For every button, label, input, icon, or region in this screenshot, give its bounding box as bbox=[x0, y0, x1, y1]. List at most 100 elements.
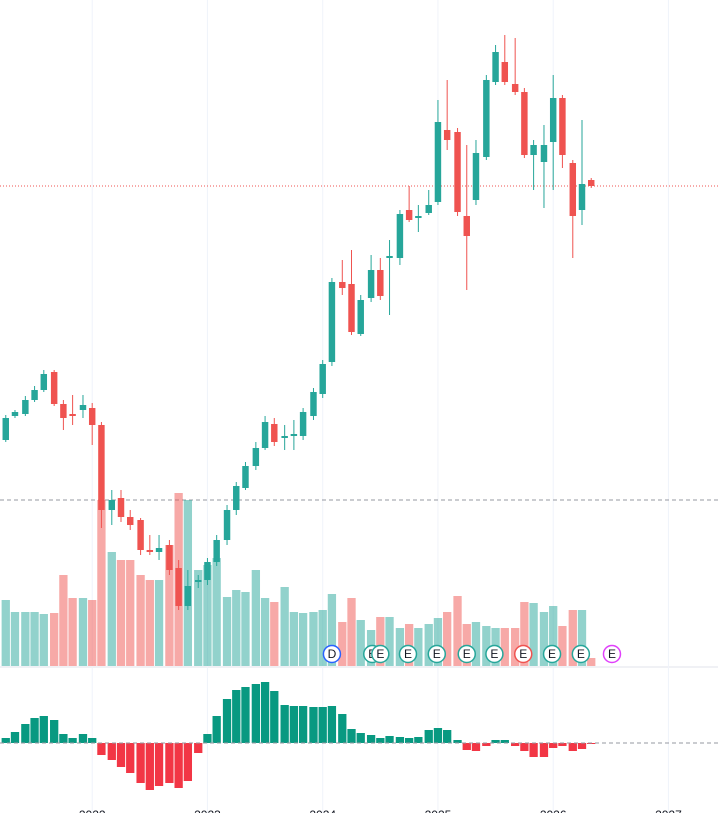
volume-bar bbox=[30, 612, 39, 666]
macd-bar bbox=[136, 743, 145, 783]
macd-bar bbox=[443, 730, 452, 743]
candle-body bbox=[166, 545, 173, 570]
event-label: E bbox=[519, 647, 527, 661]
candle-body bbox=[98, 425, 105, 510]
macd-bar bbox=[97, 743, 106, 755]
volume-bar bbox=[145, 580, 154, 666]
macd-bar bbox=[10, 732, 20, 743]
volume-bar bbox=[251, 570, 261, 666]
event-marker: E bbox=[513, 644, 533, 664]
macd-bar bbox=[482, 743, 491, 746]
macd-bar bbox=[395, 737, 405, 743]
macd-bar bbox=[154, 743, 164, 786]
event-marker: E bbox=[457, 644, 477, 664]
candle-body bbox=[117, 498, 125, 517]
macd-bar bbox=[471, 743, 481, 751]
macd-bar bbox=[298, 706, 308, 743]
candle-body bbox=[290, 434, 298, 436]
candle-body bbox=[175, 568, 182, 606]
macd-bar bbox=[1, 738, 10, 743]
volume-bar bbox=[347, 598, 356, 666]
macd-bar bbox=[520, 743, 529, 751]
macd-bar bbox=[30, 718, 39, 743]
x-tick-label: 2027 bbox=[655, 808, 682, 813]
volume-bar bbox=[78, 598, 88, 666]
candle-body bbox=[233, 486, 240, 510]
candle-body bbox=[549, 98, 557, 142]
macd-bar bbox=[126, 743, 135, 773]
candle-body bbox=[377, 270, 384, 296]
volume-bar bbox=[88, 600, 97, 666]
candle-body bbox=[31, 390, 38, 400]
volume-bar bbox=[482, 626, 491, 666]
volume-bar bbox=[289, 612, 299, 666]
macd-bar bbox=[59, 734, 68, 743]
macd-bar bbox=[356, 733, 365, 743]
event-label: E bbox=[433, 647, 441, 661]
candle-body bbox=[155, 548, 163, 552]
volume-bar bbox=[260, 598, 270, 666]
macd-bar bbox=[549, 743, 558, 748]
macd-bar bbox=[414, 737, 423, 743]
volume-bar bbox=[59, 575, 68, 666]
macd-bar bbox=[539, 743, 549, 757]
x-tick-label: 2023 bbox=[194, 808, 221, 813]
candle-body bbox=[281, 436, 288, 438]
macd-bar bbox=[289, 706, 299, 743]
candle-body bbox=[425, 205, 432, 213]
candle-body bbox=[108, 500, 116, 510]
macd-bar bbox=[241, 687, 250, 743]
macd-bar bbox=[404, 738, 414, 743]
macd-bar bbox=[347, 729, 356, 743]
volume-bar bbox=[154, 580, 164, 666]
volume-bar bbox=[298, 613, 308, 666]
macd-bar bbox=[116, 743, 126, 767]
volume-bar bbox=[558, 626, 567, 666]
candle-body bbox=[60, 404, 67, 418]
candle-body bbox=[310, 392, 317, 416]
macd-bar bbox=[433, 728, 443, 743]
macd-bar bbox=[338, 714, 347, 743]
candle-body bbox=[271, 424, 278, 442]
candle-body bbox=[22, 400, 29, 414]
macd-bar bbox=[453, 740, 462, 743]
candle-body bbox=[328, 282, 336, 362]
volume-bar bbox=[126, 560, 135, 666]
candle-body bbox=[483, 80, 490, 157]
candle-body bbox=[184, 586, 192, 606]
x-tick-label: 2024 bbox=[309, 808, 336, 813]
candle-body bbox=[79, 405, 87, 410]
volume-bar bbox=[327, 594, 337, 666]
event-badge bbox=[571, 644, 591, 664]
candle-body bbox=[559, 98, 566, 155]
volume-bar bbox=[116, 560, 126, 666]
volume-bar bbox=[21, 612, 30, 666]
event-badge bbox=[602, 644, 622, 664]
macd-bar bbox=[251, 684, 261, 743]
candle-body bbox=[2, 418, 9, 440]
event-label: E bbox=[404, 647, 412, 661]
volume-bar bbox=[376, 617, 385, 666]
macd-bar bbox=[212, 716, 221, 743]
candle-body bbox=[146, 550, 154, 552]
macd-bar bbox=[21, 724, 30, 743]
volume-bar bbox=[50, 613, 59, 666]
event-marker: D bbox=[322, 644, 342, 664]
candle-body bbox=[511, 84, 519, 92]
candle-body bbox=[261, 422, 269, 448]
volume-bar bbox=[212, 558, 221, 666]
macd-bar bbox=[280, 705, 289, 743]
volume-bar bbox=[232, 590, 241, 666]
volume-bar bbox=[241, 592, 250, 666]
volume-bar bbox=[203, 565, 212, 666]
event-badge bbox=[513, 644, 533, 664]
volume-bar bbox=[318, 610, 327, 666]
volume-bar bbox=[270, 602, 279, 666]
volume-bar bbox=[424, 624, 433, 666]
macd-bar bbox=[222, 699, 232, 743]
macd-bar bbox=[577, 743, 587, 749]
event-label: E bbox=[577, 647, 585, 661]
x-tick-label: 2025 bbox=[425, 808, 452, 813]
